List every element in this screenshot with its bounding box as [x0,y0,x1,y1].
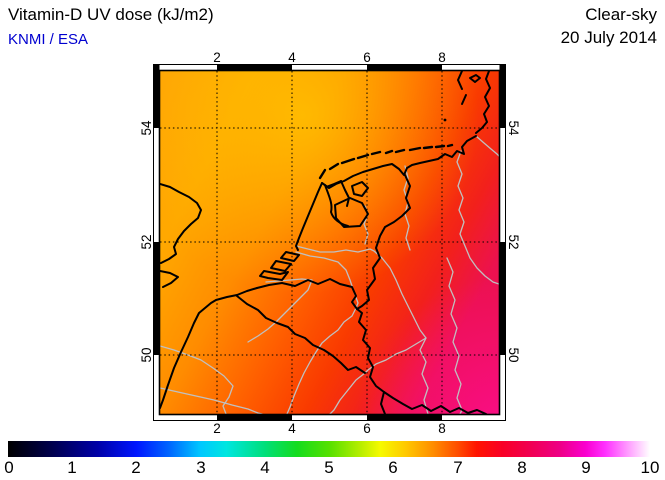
page-title: Vitamin-D UV dose (kJ/m2) [8,5,214,24]
lon-label-bottom-8: 8 [438,421,446,436]
island-zeeland-1 [280,251,300,262]
lat-label-left-54: 54 [139,120,154,136]
coastlines-layer [160,71,491,414]
colorbar-tick-6: 6 [388,458,398,477]
lat-label-left-50: 50 [139,347,154,362]
lat-label-right-52: 52 [506,234,521,249]
colorbar-tick-9: 9 [581,458,591,477]
map-frame-black-segments [153,64,506,421]
colorbar-tick-0: 0 [4,458,14,477]
coastline-wadden-mainland [321,135,477,189]
border-be-fr [236,295,366,374]
river-germany-east [446,257,463,414]
river-weser [456,150,499,285]
island-flevoland [334,197,369,228]
lat-label-right-54: 54 [506,120,521,136]
island-helgoland [443,118,447,122]
border-be-lux-de [356,308,487,414]
rivers-layer [160,135,499,414]
island-juist [394,148,406,154]
coastline-schleswig [475,71,491,134]
lon-label-top-2: 2 [213,50,221,65]
colorbar-tick-2: 2 [131,458,141,477]
lon-label-bottom-6: 6 [363,421,371,436]
map-plot-area [160,71,499,414]
border-fr-de-south [380,391,386,414]
data-source-label: KNMI / ESA [8,31,89,48]
wadden-islands-layer [318,118,454,180]
map-frame-inner [158,69,501,416]
island-vlieland [328,162,340,171]
island-amrum [461,94,467,105]
island-spiekeroog [434,144,446,149]
colorbar-tick-10: 10 [640,458,660,477]
island-zeeland-3 [259,270,289,281]
colorbar-tick-7: 7 [453,458,463,477]
lon-label-top-6: 6 [363,50,371,65]
island-noordoostpolder [351,181,369,197]
axis-labels: 2 4 6 8 2 4 6 8 54 52 50 54 52 50 [139,50,521,436]
river-elbe [475,135,499,157]
colorbar-tick-5: 5 [324,458,334,477]
date-label: 20 July 2014 [560,28,657,47]
colorbar-tick-4: 4 [260,458,270,477]
river-france-2 [160,387,263,414]
lat-label-left-52: 52 [139,234,154,249]
island-norderney [408,146,422,152]
coastline-holland [295,182,323,251]
island-texel [318,168,327,180]
colorbar-tick-1: 1 [67,458,77,477]
colorbar-gradient [8,441,650,457]
river-rhine [295,245,429,414]
island-schiermonnikoog [370,150,382,156]
colorbar-tick-8: 8 [517,458,527,477]
river-moselle [329,337,427,414]
island-langeoog [422,145,434,150]
border-nl-be [256,278,358,310]
island-borkum [384,149,394,155]
lon-label-top-8: 8 [438,50,446,65]
island-zeeland-2 [270,260,292,272]
island-ameland [356,153,370,160]
river-meuse [286,251,359,414]
border-nl-de [356,174,411,310]
coastline-uk-thames [160,270,179,288]
island-terschelling [340,157,356,165]
coastline-ijsselmeer-east [340,180,350,207]
coastline-belgium-france [160,287,258,409]
lon-label-bottom-2: 2 [213,421,221,436]
colorbar-tick-3: 3 [196,458,206,477]
lon-label-top-4: 4 [288,50,296,65]
coastline-uk-norfolk [160,183,202,264]
lat-label-right-50: 50 [506,347,521,362]
lon-label-bottom-4: 4 [288,421,296,436]
coastline-afsluitdijk [325,180,342,188]
river-scheldt [247,278,313,343]
island-sylt [457,71,463,90]
graticule-layer [160,71,499,414]
sky-condition-label: Clear-sky [585,5,657,24]
island-north-frisian [469,74,481,83]
island-wangerooge [446,143,454,148]
